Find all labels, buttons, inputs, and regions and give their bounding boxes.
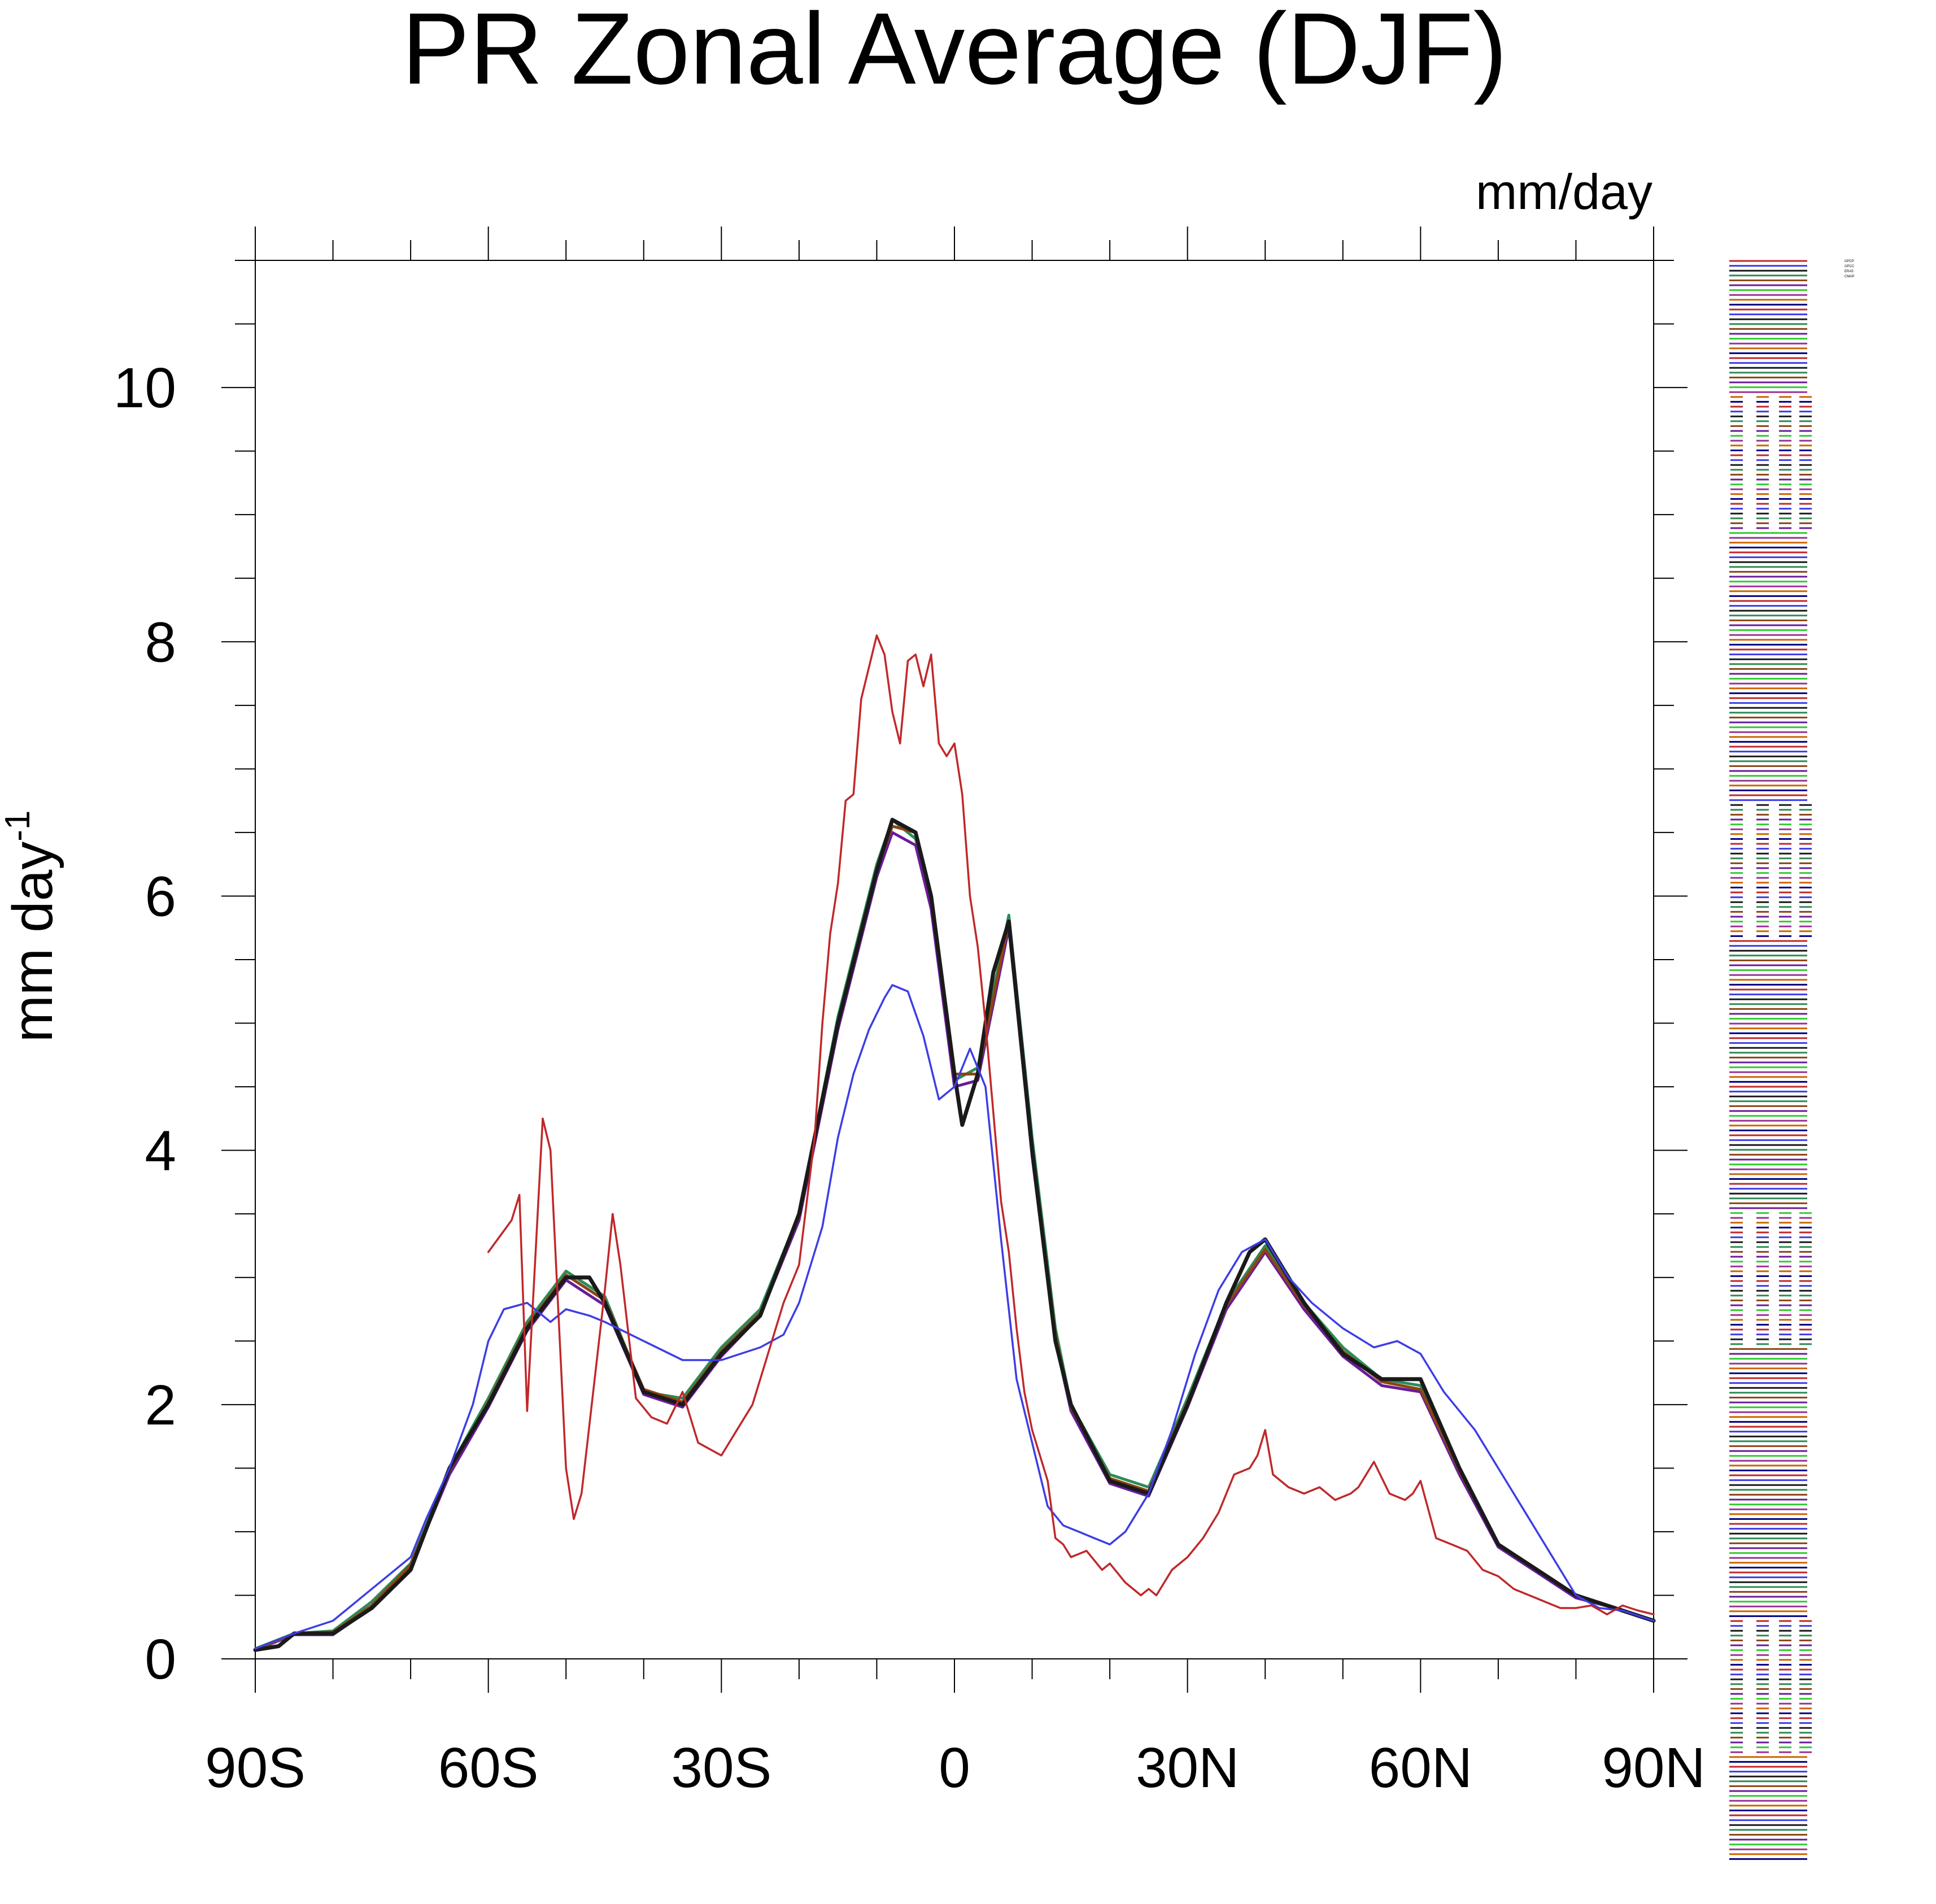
x-tick-label: 60S (438, 1736, 539, 1800)
y-axis-label-text: mm day (1, 842, 64, 1043)
units-label: mm/day (1476, 164, 1652, 220)
y-tick-label: 10 (114, 356, 176, 420)
x-tick-label: 30N (1136, 1736, 1239, 1800)
x-tick-labels: 90S 60S 30S 0 30N 60N 90N (205, 1736, 1706, 1800)
y-tick-label: 8 (145, 611, 176, 674)
legend-entry-label: GPCP (1845, 260, 1854, 263)
legend-entry-label: CMAP (1845, 275, 1854, 278)
y-tick-label: 0 (145, 1628, 176, 1691)
series-line-model-ensemble-mean (253, 817, 1656, 1652)
x-tick-label: 90S (205, 1736, 306, 1800)
series-layer (253, 634, 1656, 1652)
y-tick-labels: 0 2 4 6 8 10 (114, 356, 176, 1691)
y-axis-label-superscript: -1 (0, 811, 37, 842)
chart-title: PR Zonal Average (DJF) (402, 0, 1507, 106)
legend-entry-label: ERA5 (1845, 270, 1854, 273)
y-axis-label: mm day-1 (0, 811, 64, 1043)
y-tick-label: 4 (145, 1119, 176, 1183)
legend-entry-label: GPCC (1845, 265, 1855, 268)
x-tick-label: 30S (671, 1736, 771, 1800)
y-tick-label: 6 (145, 865, 176, 928)
x-tick-label: 60N (1369, 1736, 1472, 1800)
y-tick-label: 2 (145, 1374, 176, 1437)
legend: GPCP GPCC ERA5 CMAP (1729, 260, 1855, 1860)
tick-marks (221, 226, 1688, 1693)
x-tick-label: 0 (939, 1736, 970, 1800)
series-line-gpcp (487, 634, 1655, 1615)
x-tick-label: 90N (1602, 1736, 1705, 1800)
series-line-gpcc (254, 984, 1655, 1650)
